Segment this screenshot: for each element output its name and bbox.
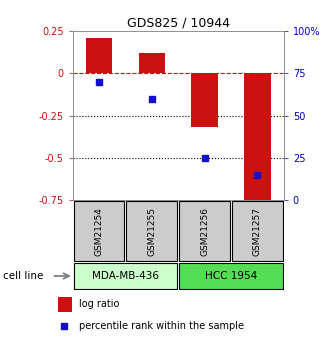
Bar (179, 201, 230, 261)
Text: log ratio: log ratio (79, 299, 119, 309)
Point (96, 79, 102, 85)
Point (149, 96, 154, 101)
Bar (139, 53, 165, 73)
Text: HCC 1954: HCC 1954 (205, 271, 257, 281)
Text: GSM21256: GSM21256 (200, 207, 209, 256)
Text: MDA-MB-436: MDA-MB-436 (92, 271, 159, 281)
Bar (179, 263, 283, 289)
Bar (244, 73, 271, 205)
Text: cell line: cell line (3, 271, 44, 281)
Bar (74, 263, 177, 289)
Bar (74, 201, 124, 261)
Bar (86, 38, 112, 73)
Bar (58, 297, 72, 312)
Text: GSM21257: GSM21257 (253, 207, 262, 256)
Point (255, 172, 260, 177)
Text: percentile rank within the sample: percentile rank within the sample (79, 321, 244, 331)
Title: GDS825 / 10944: GDS825 / 10944 (127, 17, 230, 30)
Text: GSM21254: GSM21254 (94, 207, 104, 256)
Bar (232, 201, 283, 261)
Bar (126, 201, 177, 261)
Point (202, 155, 207, 160)
Bar (191, 73, 218, 127)
Text: GSM21255: GSM21255 (147, 207, 156, 256)
